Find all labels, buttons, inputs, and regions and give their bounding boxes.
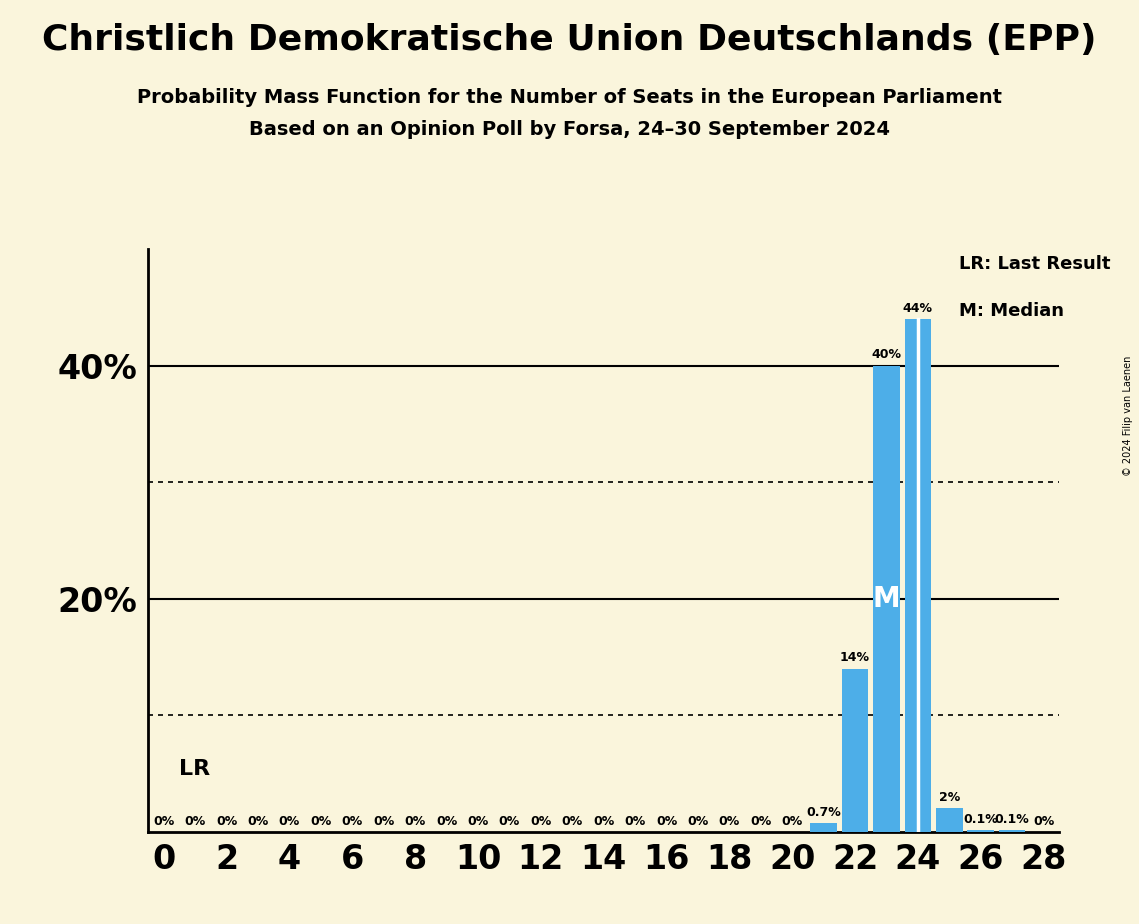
Text: M: M bbox=[872, 585, 900, 613]
Text: 0%: 0% bbox=[530, 815, 551, 828]
Text: 0%: 0% bbox=[247, 815, 269, 828]
Text: 0%: 0% bbox=[562, 815, 583, 828]
Text: 0%: 0% bbox=[719, 815, 740, 828]
Text: 44%: 44% bbox=[903, 301, 933, 315]
Bar bbox=[904, 320, 932, 832]
Text: 0%: 0% bbox=[751, 815, 771, 828]
Bar bbox=[874, 366, 900, 832]
Text: M: Median: M: Median bbox=[959, 302, 1064, 320]
Text: © 2024 Filip van Laenen: © 2024 Filip van Laenen bbox=[1123, 356, 1133, 476]
Text: 0%: 0% bbox=[781, 815, 803, 828]
Text: 0%: 0% bbox=[499, 815, 521, 828]
Text: 0%: 0% bbox=[624, 815, 646, 828]
Text: 0%: 0% bbox=[687, 815, 708, 828]
Text: 0%: 0% bbox=[404, 815, 426, 828]
Text: 0.1%: 0.1% bbox=[964, 813, 998, 826]
Text: 0%: 0% bbox=[153, 815, 174, 828]
Bar bbox=[999, 831, 1025, 832]
Text: 0%: 0% bbox=[216, 815, 237, 828]
Text: 0%: 0% bbox=[467, 815, 489, 828]
Text: Probability Mass Function for the Number of Seats in the European Parliament: Probability Mass Function for the Number… bbox=[137, 88, 1002, 107]
Text: 0.1%: 0.1% bbox=[994, 813, 1030, 826]
Text: 0%: 0% bbox=[310, 815, 331, 828]
Text: Christlich Demokratische Union Deutschlands (EPP): Christlich Demokratische Union Deutschla… bbox=[42, 23, 1097, 57]
Text: 0%: 0% bbox=[342, 815, 363, 828]
Text: 0.7%: 0.7% bbox=[806, 806, 841, 819]
Text: LR: Last Result: LR: Last Result bbox=[959, 255, 1111, 274]
Bar bbox=[967, 831, 994, 832]
Text: 2%: 2% bbox=[939, 791, 960, 804]
Text: 14%: 14% bbox=[841, 650, 870, 664]
Text: 0%: 0% bbox=[185, 815, 206, 828]
Text: Based on an Opinion Poll by Forsa, 24–30 September 2024: Based on an Opinion Poll by Forsa, 24–30… bbox=[249, 120, 890, 140]
Text: 0%: 0% bbox=[374, 815, 394, 828]
Text: 0%: 0% bbox=[593, 815, 614, 828]
Bar bbox=[842, 669, 868, 832]
Text: LR: LR bbox=[180, 760, 211, 779]
Bar bbox=[936, 808, 962, 832]
Text: 0%: 0% bbox=[656, 815, 678, 828]
Text: 0%: 0% bbox=[1033, 815, 1055, 828]
Text: 0%: 0% bbox=[436, 815, 457, 828]
Text: 0%: 0% bbox=[279, 815, 300, 828]
Bar bbox=[810, 823, 837, 832]
Text: 40%: 40% bbox=[871, 348, 901, 361]
